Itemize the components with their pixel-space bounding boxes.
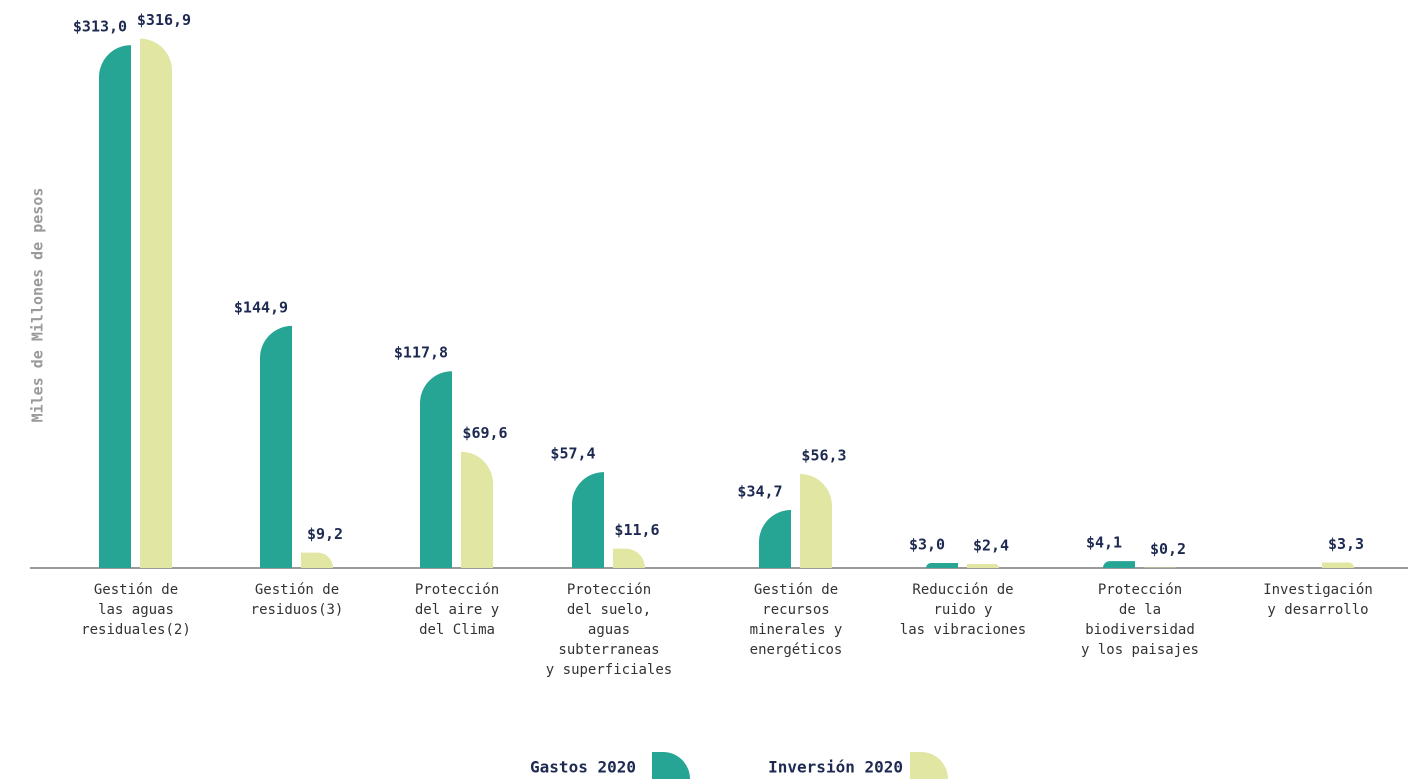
value-label: $3,3 — [1328, 535, 1364, 553]
legend-swatch — [652, 752, 690, 779]
x-tick-label-line: aguas — [588, 622, 630, 638]
x-tick-label-line: Protección — [567, 582, 651, 598]
x-tick-label-line: residuales(2) — [81, 622, 191, 638]
bar — [99, 45, 131, 568]
value-label: $144,9 — [234, 298, 288, 316]
x-tick-label: Gestión de recursos minerales y energéticos — [750, 582, 843, 658]
x-tick-label-line: las aguas — [98, 602, 174, 618]
bar — [1103, 561, 1135, 568]
x-tick-label-line: del aire y — [415, 602, 499, 618]
x-tick-label-line: Reducción de — [912, 582, 1013, 598]
bar — [260, 325, 292, 568]
x-tick-label: Gestión de residuos(3) — [251, 582, 344, 618]
value-label: $11,6 — [614, 521, 659, 539]
bar — [967, 563, 999, 568]
x-tick-label: Protección del aire y del Clima — [415, 582, 499, 638]
x-tick-label-line: de la — [1119, 602, 1161, 618]
bar — [759, 510, 791, 568]
x-tick-label-line: Protección — [1098, 582, 1182, 598]
x-tick-label-line: energéticos — [750, 642, 843, 658]
x-tick-label-line: Gestión de — [94, 582, 178, 598]
bar — [1322, 562, 1354, 568]
value-label: $316,9 — [137, 11, 191, 29]
bar — [926, 562, 958, 568]
x-tick-label-line: minerales y — [750, 622, 843, 638]
value-label: $3,0 — [909, 535, 945, 553]
x-tick-label-line: ruido y — [933, 602, 992, 618]
value-label: $69,6 — [462, 424, 507, 442]
x-tick-label: Protección del suelo, aguas subterraneas y s… — [546, 582, 672, 678]
x-tick-label-line: Gestión de — [255, 582, 339, 598]
x-tick-label: Investigación y desarrollo — [1263, 582, 1373, 618]
value-label: $57,4 — [550, 445, 595, 463]
value-label: $2,4 — [973, 536, 1009, 554]
bar — [461, 451, 493, 568]
x-tick-label-line: Protección — [415, 582, 499, 598]
x-tick-label-line: y superficiales — [546, 662, 672, 678]
value-label: $34,7 — [737, 483, 782, 501]
bar — [140, 38, 172, 569]
legend-swatch — [910, 752, 948, 779]
x-tick-label-line: biodiversidad — [1085, 622, 1195, 638]
x-tick-label-line: Gestión de — [754, 582, 838, 598]
x-tick-label-line: subterraneas — [558, 642, 659, 658]
x-tick-label-line: y desarrollo — [1267, 602, 1368, 618]
x-tick-label: Gestión de las aguas residuales(2) — [81, 582, 191, 638]
x-tick-label-line: del suelo, — [567, 602, 651, 618]
x-tick-label-line: y los paisajes — [1081, 642, 1199, 658]
x-tick-label-line: Investigación — [1263, 582, 1373, 598]
y-axis-label: Miles de Millones de pesos — [29, 188, 47, 423]
bar — [613, 548, 645, 568]
x-tick-label-line: del Clima — [419, 622, 495, 638]
x-tick-label: Reducción de ruido y las vibraciones — [900, 582, 1026, 638]
legend-label: Gastos 2020 — [530, 758, 636, 777]
value-label: $4,1 — [1086, 534, 1122, 552]
legend-label: Inversión 2020 — [768, 758, 903, 777]
x-tick-label-line: las vibraciones — [900, 622, 1026, 638]
x-tick-label-line: residuos(3) — [251, 602, 344, 618]
value-label: $56,3 — [801, 446, 846, 464]
value-label: $313,0 — [73, 18, 127, 36]
value-label: $117,8 — [394, 344, 448, 362]
bar — [301, 552, 333, 568]
bar — [800, 473, 832, 568]
bar — [420, 371, 452, 568]
x-tick-label: Protección de la biodiversidad y los paisaj… — [1081, 582, 1199, 658]
value-label: $9,2 — [307, 525, 343, 543]
x-tick-label-line: recursos — [762, 602, 829, 618]
bar — [572, 472, 604, 568]
value-label: $0,2 — [1150, 540, 1186, 558]
